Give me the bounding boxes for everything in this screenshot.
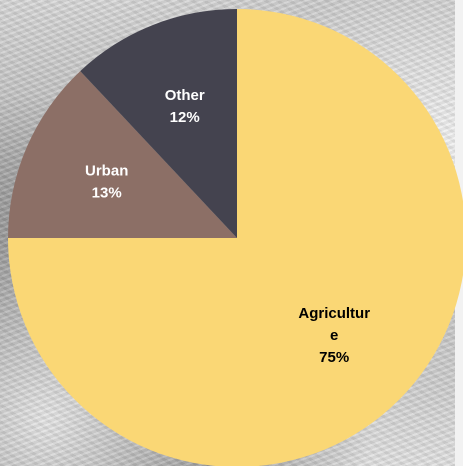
slice-label-other: Other 12%: [165, 87, 205, 126]
slice-name-label: Agricultur: [298, 305, 370, 322]
slice-name-label: Urban: [85, 163, 128, 180]
pie-slice-other: [80, 9, 238, 238]
slice-value-label: 12%: [170, 109, 200, 126]
slice-label-agriculture: Agricultur e 75%: [298, 305, 370, 366]
pie-slice-agriculture: [8, 9, 463, 466]
slice-value-label: 75%: [319, 349, 349, 366]
pie-slice-urban: [8, 71, 237, 238]
slice-value-label: 13%: [92, 185, 122, 202]
slice-name-label: Other: [165, 87, 205, 104]
slice-label-urban: Urban 13%: [85, 163, 128, 202]
slice-name-label: e: [330, 327, 338, 344]
